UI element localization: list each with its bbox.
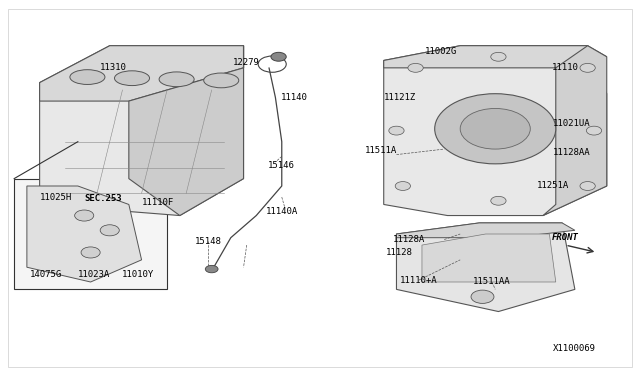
Circle shape (471, 290, 494, 304)
Text: 11002G: 11002G (425, 47, 457, 56)
Circle shape (271, 52, 286, 61)
Text: 14075G: 14075G (30, 270, 62, 279)
Text: X1100069: X1100069 (554, 344, 596, 353)
Text: 11251A: 11251A (536, 182, 569, 190)
Polygon shape (384, 46, 607, 68)
Text: 11010Y: 11010Y (122, 270, 154, 279)
Circle shape (100, 225, 119, 236)
Text: 11023A: 11023A (77, 270, 110, 279)
Polygon shape (129, 46, 244, 215)
Circle shape (580, 182, 595, 190)
Text: 11110: 11110 (552, 63, 579, 72)
Text: 11128: 11128 (386, 248, 413, 257)
Text: 11128AA: 11128AA (553, 148, 591, 157)
Text: 11021UA: 11021UA (553, 119, 591, 128)
Text: 11121Z: 11121Z (383, 93, 416, 102)
Polygon shape (384, 46, 607, 215)
Text: 15148: 15148 (195, 237, 222, 246)
Polygon shape (396, 223, 575, 311)
Circle shape (389, 126, 404, 135)
FancyBboxPatch shape (14, 179, 167, 289)
Ellipse shape (115, 71, 150, 86)
Circle shape (408, 63, 423, 72)
Text: 12279: 12279 (234, 58, 260, 67)
Circle shape (435, 94, 556, 164)
Circle shape (491, 52, 506, 61)
Circle shape (395, 182, 410, 190)
Text: 11140: 11140 (281, 93, 308, 102)
Polygon shape (422, 234, 556, 282)
Text: 11110+A: 11110+A (400, 276, 438, 285)
Circle shape (205, 265, 218, 273)
Circle shape (491, 196, 506, 205)
Text: SEC.253: SEC.253 (84, 195, 122, 203)
Text: 11025H: 11025H (40, 193, 72, 202)
Circle shape (586, 126, 602, 135)
Text: FRONT: FRONT (552, 233, 579, 242)
Ellipse shape (204, 73, 239, 88)
Text: 11310: 11310 (99, 63, 126, 72)
Ellipse shape (159, 72, 194, 87)
Polygon shape (543, 46, 607, 215)
Polygon shape (396, 223, 575, 238)
Polygon shape (40, 46, 244, 215)
Circle shape (75, 210, 94, 221)
Text: 11511A: 11511A (364, 147, 397, 155)
Text: 15146: 15146 (268, 161, 295, 170)
Circle shape (580, 63, 595, 72)
Polygon shape (40, 46, 244, 101)
Circle shape (460, 109, 531, 149)
Ellipse shape (70, 70, 105, 84)
Circle shape (81, 247, 100, 258)
Text: 11140A: 11140A (266, 207, 298, 217)
Text: 11511AA: 11511AA (473, 278, 511, 286)
Polygon shape (27, 186, 141, 282)
Text: 11110F: 11110F (141, 198, 173, 207)
Text: 11128A: 11128A (393, 235, 426, 244)
